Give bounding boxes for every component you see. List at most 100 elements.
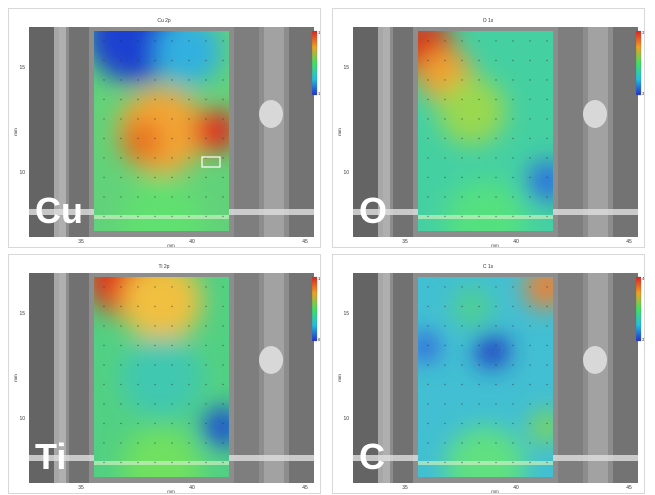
sample-point — [103, 306, 104, 307]
sample-point — [154, 403, 155, 404]
sample-point — [188, 384, 189, 385]
sample-point — [495, 462, 496, 463]
sample-point — [461, 345, 462, 346]
sample-point — [546, 99, 547, 100]
sample-point — [205, 138, 206, 139]
sample-point — [154, 286, 155, 287]
sample-point — [222, 40, 223, 41]
y-tick-label: 10 — [19, 170, 25, 176]
photo-stripe — [289, 273, 314, 483]
sample-point — [529, 442, 530, 443]
sample-point — [444, 462, 445, 463]
sample-point — [222, 403, 223, 404]
sample-point — [461, 216, 462, 217]
sample-point — [137, 60, 138, 61]
sample-point — [461, 423, 462, 424]
sample-point — [120, 286, 121, 287]
sample-point — [495, 325, 496, 326]
sample-point — [478, 384, 479, 385]
sample-point — [188, 403, 189, 404]
colorbar-max: 13.65 — [318, 276, 321, 281]
sample-point — [120, 442, 121, 443]
sample-point — [188, 364, 189, 365]
sample-point — [103, 403, 104, 404]
colorbar-min: 33.47 — [642, 91, 645, 96]
sample-point — [427, 462, 428, 463]
sample-point — [427, 442, 428, 443]
photo-blob — [259, 346, 283, 374]
sample-point — [103, 196, 104, 197]
sample-point — [222, 60, 223, 61]
x-axis-label: mm — [491, 243, 499, 248]
sample-point — [512, 364, 513, 365]
sample-point — [205, 40, 206, 41]
sample-point — [154, 423, 155, 424]
sample-point — [154, 60, 155, 61]
sample-point — [103, 138, 104, 139]
sample-point — [546, 196, 547, 197]
sample-point — [188, 118, 189, 119]
y-tick-label: 10 — [19, 416, 25, 422]
sample-point — [188, 79, 189, 80]
x-tick-label: 45 — [302, 239, 308, 245]
sample-point — [120, 384, 121, 385]
sample-point — [103, 286, 104, 287]
sample-point — [512, 196, 513, 197]
sample-point — [103, 60, 104, 61]
sample-point — [188, 157, 189, 158]
sample-point — [495, 423, 496, 424]
x-tick-label: 40 — [513, 485, 519, 491]
sample-point — [205, 403, 206, 404]
sample-point — [529, 216, 530, 217]
sample-point — [495, 384, 496, 385]
sample-point — [222, 99, 223, 100]
sample-point — [461, 177, 462, 178]
photo-stripe — [588, 27, 608, 237]
sample-point — [546, 423, 547, 424]
heatmap-edge — [94, 215, 229, 219]
sample-point — [495, 306, 496, 307]
photo-stripe — [393, 273, 413, 483]
sample-point — [205, 423, 206, 424]
sample-point — [103, 40, 104, 41]
sample-point — [154, 384, 155, 385]
sample-point — [103, 325, 104, 326]
sample-point — [461, 60, 462, 61]
sample-point — [171, 306, 172, 307]
sample-point — [171, 138, 172, 139]
sample-point — [154, 99, 155, 100]
sample-point — [103, 177, 104, 178]
sample-point — [103, 157, 104, 158]
sample-point — [546, 462, 547, 463]
sample-point — [188, 40, 189, 41]
colorbar-min: 35.87 — [642, 337, 645, 342]
sample-point — [529, 118, 530, 119]
sample-point — [222, 118, 223, 119]
sample-point — [529, 306, 530, 307]
photo-stripe — [558, 273, 583, 483]
y-tick-label: 15 — [343, 311, 349, 317]
sample-point — [205, 196, 206, 197]
heatmap — [87, 8, 237, 248]
sample-point — [478, 138, 479, 139]
sample-point — [120, 40, 121, 41]
sample-point — [222, 442, 223, 443]
sample-point — [478, 60, 479, 61]
sample-point — [529, 40, 530, 41]
sample-point — [171, 118, 172, 119]
sample-point — [495, 345, 496, 346]
heatmap — [395, 17, 568, 248]
sample-point — [188, 325, 189, 326]
sample-point — [529, 60, 530, 61]
sample-point — [137, 216, 138, 217]
sample-point — [478, 364, 479, 365]
sample-point — [546, 325, 547, 326]
sample-point — [188, 177, 189, 178]
sample-point — [154, 462, 155, 463]
sample-point — [103, 462, 104, 463]
sample-point — [205, 384, 206, 385]
sample-point — [478, 196, 479, 197]
sample-point — [120, 364, 121, 365]
sample-point — [171, 177, 172, 178]
